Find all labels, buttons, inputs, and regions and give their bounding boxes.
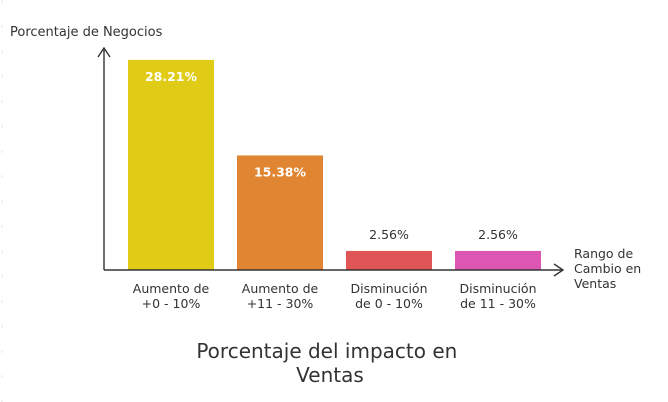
x-axis-label: Rango de Cambio en Ventas (574, 246, 645, 291)
category-label-2: Aumento de +11 - 30% (242, 281, 319, 311)
category-label-1-line-2: +0 - 10% (142, 296, 201, 311)
chart-title: Porcentaje del impacto en Ventas (196, 339, 463, 387)
x-axis-arrowhead (553, 263, 565, 277)
axes-group (97, 46, 565, 277)
y-axis-label: Porcentaje de Negocios (10, 25, 163, 40)
category-label-3: Disminución de 0 - 10% (350, 281, 427, 311)
category-label-1: Aumento de +0 - 10% (133, 281, 210, 311)
category-label-3-line-1: Disminución (350, 281, 427, 296)
bars-group (128, 59, 541, 270)
value-label-3: 2.56% (369, 227, 409, 242)
bar-3 (346, 250, 432, 270)
category-label-3-line-2: de 0 - 10% (355, 296, 423, 311)
value-label-2: 15.38% (254, 164, 307, 179)
bar-1 (128, 59, 214, 270)
x-axis-label-line-2: Cambio en (574, 261, 641, 276)
category-label-4-line-1: Disminución (459, 281, 536, 296)
category-labels-group: Aumento de +0 - 10%Aumento de +11 - 30%Dis… (133, 281, 537, 311)
y-axis-arrowhead (97, 46, 111, 58)
category-label-1-line-1: Aumento de (133, 281, 210, 296)
bar-2 (237, 155, 323, 270)
value-label-4: 2.56% (478, 227, 518, 242)
value-labels-group: 28.21% 15.38% 2.56% 2.56% (145, 69, 518, 242)
x-axis-label-line-3: Ventas (574, 276, 616, 291)
category-label-4: Disminución de 11 - 30% (459, 281, 536, 311)
category-label-4-line-2: de 11 - 30% (460, 296, 536, 311)
chart-title-line-2: Ventas (296, 363, 364, 387)
chart-title-line-1: Porcentaje del impacto en (196, 339, 457, 363)
x-axis-label-line-1: Rango de (574, 246, 633, 261)
category-label-2-line-1: Aumento de (242, 281, 319, 296)
category-label-2-line-2: +11 - 30% (247, 296, 314, 311)
bar-4 (455, 250, 541, 270)
value-label-1: 28.21% (145, 69, 198, 84)
